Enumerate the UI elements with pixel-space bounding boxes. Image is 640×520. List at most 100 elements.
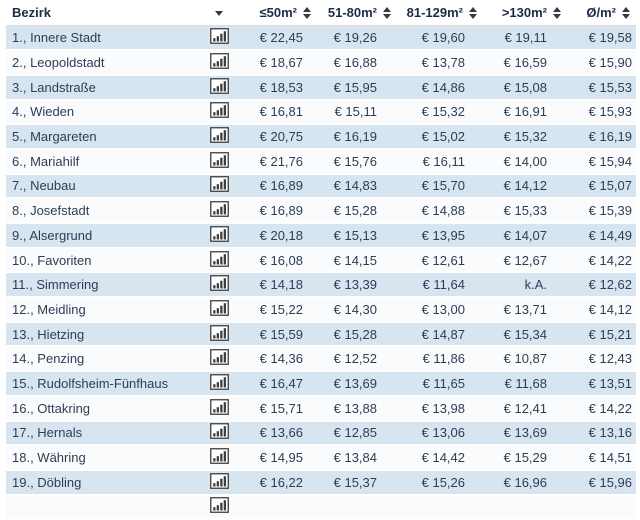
price-cell: € 15,93 xyxy=(567,99,636,126)
table-row: 8., Josefstadt € 16,89 € 15,28 € 14,88 €… xyxy=(6,198,636,224)
sort-arrows-icon xyxy=(469,6,477,19)
district-name: 12., Meidling xyxy=(6,297,196,323)
price-cell: € 13,69 xyxy=(317,371,397,397)
price-cell: € 15,53 xyxy=(567,74,636,101)
sort-arrows-icon xyxy=(553,6,561,19)
price-chart-button[interactable] xyxy=(209,225,229,242)
price-chart-button[interactable] xyxy=(209,324,229,341)
bar-chart-icon xyxy=(209,102,229,119)
price-chart-button[interactable] xyxy=(209,250,229,267)
price-chart-button[interactable] xyxy=(209,448,229,464)
price-cell: € 16,59 xyxy=(483,50,567,76)
sort-arrows-icon xyxy=(303,6,311,19)
district-name: 16., Ottakring xyxy=(6,395,196,422)
bar-chart-icon xyxy=(209,77,229,94)
caret-down-icon xyxy=(215,11,223,17)
table-row: 2., Leopoldstadt € 18,67 € 16,88 € 13,78… xyxy=(6,50,636,76)
price-cell: € 14,00 xyxy=(483,148,567,175)
table-body: 1., Innere Stadt € 22,45 € 19,26 € 19,60… xyxy=(6,25,636,520)
price-cell: € 15,28 xyxy=(317,198,397,224)
district-name: 7., Neubau xyxy=(6,173,196,200)
price-chart-button[interactable] xyxy=(209,300,229,316)
price-cell xyxy=(483,494,567,520)
district-name: 4., Wieden xyxy=(6,99,196,126)
rent-price-table: Bezirk ≤50m² 51-80m² 81-129m² >130m² xyxy=(6,0,636,520)
bar-chart-icon xyxy=(209,201,229,218)
price-cell: € 13,84 xyxy=(317,445,397,471)
price-chart-button[interactable] xyxy=(209,275,229,292)
price-cell: € 14,42 xyxy=(397,445,483,471)
district-name: 18., Währing xyxy=(6,445,196,471)
price-cell: € 16,19 xyxy=(317,124,397,150)
price-cell: € 16,08 xyxy=(242,247,317,274)
table-row: 11., Simmering € 14,18 € 13,39 € 11,64 k… xyxy=(6,272,636,299)
bar-chart-icon xyxy=(209,497,229,514)
column-header-81-129[interactable]: 81-129m² xyxy=(397,0,483,26)
price-cell: € 14,88 xyxy=(397,198,483,224)
district-name: 10., Favoriten xyxy=(6,247,196,274)
bar-chart-icon xyxy=(209,127,229,143)
bar-chart-icon xyxy=(209,324,229,341)
price-cell: € 14,15 xyxy=(317,247,397,274)
price-chart-button[interactable] xyxy=(209,398,229,415)
price-chart-button[interactable] xyxy=(209,127,229,143)
column-header-gt130[interactable]: >130m² xyxy=(483,0,567,26)
price-cell: € 15,32 xyxy=(397,99,483,126)
table-row: 14., Penzing € 14,36 € 12,52 € 11,86 € 1… xyxy=(6,346,636,373)
price-cell: € 18,67 xyxy=(242,50,317,76)
bar-chart-icon xyxy=(209,349,229,366)
price-cell: € 14,07 xyxy=(483,223,567,249)
price-cell: € 16,47 xyxy=(242,371,317,397)
price-cell: € 15,29 xyxy=(483,445,567,471)
price-cell: € 11,86 xyxy=(397,346,483,373)
column-header-avg[interactable]: Ø/m² xyxy=(567,0,636,26)
column-header-le50[interactable]: ≤50m² xyxy=(242,0,317,26)
table-row: 18., Währing € 14,95 € 13,84 € 14,42 € 1… xyxy=(6,445,636,471)
price-cell: € 12,67 xyxy=(483,247,567,274)
bezirk-filter-dropdown[interactable] xyxy=(196,0,242,26)
price-cell: € 15,59 xyxy=(242,321,317,348)
price-chart-button[interactable] xyxy=(209,176,229,193)
price-chart-button[interactable] xyxy=(209,151,229,168)
bar-chart-icon xyxy=(209,448,229,464)
header-row: Bezirk ≤50m² 51-80m² 81-129m² >130m² xyxy=(6,0,636,26)
price-cell: € 12,41 xyxy=(483,395,567,422)
table-row: 9., Alsergrund € 20,18 € 15,13 € 13,95 €… xyxy=(6,223,636,249)
price-chart-button[interactable] xyxy=(209,201,229,218)
price-chart-button[interactable] xyxy=(209,349,229,366)
price-chart-button[interactable] xyxy=(209,53,229,69)
price-chart-button[interactable] xyxy=(209,497,229,514)
price-chart-button[interactable] xyxy=(209,472,229,489)
price-chart-button[interactable] xyxy=(209,28,229,44)
price-cell: € 15,37 xyxy=(317,469,397,496)
price-cell: € 15,71 xyxy=(242,395,317,422)
price-cell: € 14,49 xyxy=(567,223,636,249)
column-header-le50-label: ≤50m² xyxy=(259,5,297,20)
price-chart-button[interactable] xyxy=(209,423,229,440)
bar-chart-icon xyxy=(209,176,229,193)
price-chart-button[interactable] xyxy=(209,374,229,390)
price-cell xyxy=(317,494,397,520)
price-cell: € 14,12 xyxy=(567,297,636,323)
price-cell: € 15,33 xyxy=(483,198,567,224)
price-cell: € 14,36 xyxy=(242,346,317,373)
price-cell: € 15,76 xyxy=(317,148,397,175)
price-chart-button[interactable] xyxy=(209,102,229,119)
price-cell: € 15,07 xyxy=(567,173,636,200)
price-cell: € 11,65 xyxy=(397,371,483,397)
price-cell: € 19,60 xyxy=(397,25,483,52)
column-header-51-80-label: 51-80m² xyxy=(327,5,377,20)
district-name: 8., Josefstadt xyxy=(6,198,196,224)
table-row: 19., Döbling € 16,22 € 15,37 € 15,26 € 1… xyxy=(6,469,636,496)
price-cell: € 16,88 xyxy=(317,50,397,76)
price-cell: € 15,90 xyxy=(567,50,636,76)
price-cell: € 13,51 xyxy=(567,371,636,397)
column-header-51-80[interactable]: 51-80m² xyxy=(317,0,397,26)
price-cell: € 15,08 xyxy=(483,74,567,101)
price-cell: € 21,76 xyxy=(242,148,317,175)
bar-chart-icon xyxy=(209,151,229,168)
price-chart-button[interactable] xyxy=(209,77,229,94)
column-header-bezirk[interactable]: Bezirk xyxy=(6,0,196,26)
table-row: 6., Mariahilf € 21,76 € 15,76 € 16,11 € … xyxy=(6,148,636,175)
